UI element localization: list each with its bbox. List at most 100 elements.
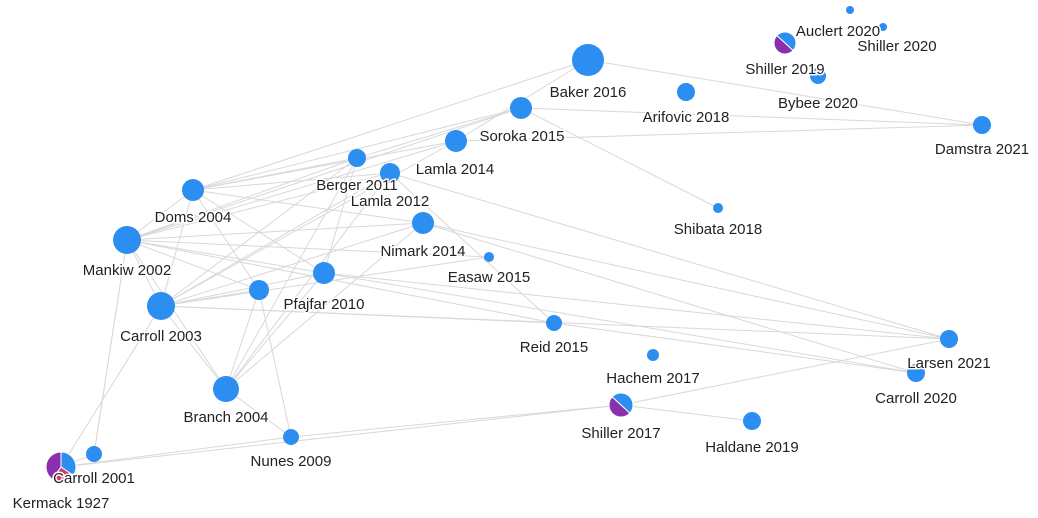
edge [126, 157, 358, 241]
edge [520, 107, 983, 126]
node-label: Shibata 2018 [674, 221, 762, 238]
node-slice [776, 31, 797, 52]
edge [225, 157, 358, 390]
edge [126, 107, 522, 241]
edge [225, 289, 260, 390]
node-slice [608, 396, 631, 418]
node[interactable] [879, 23, 887, 31]
node-label: Auclert 2020 [796, 23, 880, 40]
edge [258, 289, 292, 438]
node[interactable] [940, 330, 958, 348]
edge [60, 436, 292, 468]
edge [60, 305, 162, 468]
edge [356, 107, 522, 159]
node[interactable] [973, 116, 991, 134]
edge [126, 239, 490, 258]
edge [455, 124, 983, 142]
node-label: Berger 2011 [316, 177, 397, 194]
node[interactable] [249, 280, 269, 300]
node[interactable] [147, 292, 175, 320]
node-label: Damstra 2021 [935, 141, 1029, 158]
edge [520, 107, 719, 209]
nodes [45, 6, 991, 483]
node-label: Branch 2004 [183, 409, 268, 426]
node[interactable] [445, 130, 467, 152]
edge [389, 172, 555, 324]
node-label: Bybee 2020 [778, 95, 858, 112]
node[interactable] [86, 446, 102, 462]
node[interactable] [313, 262, 335, 284]
edge [553, 322, 917, 374]
node-label: Baker 2016 [550, 84, 627, 101]
node-slice [60, 451, 77, 477]
edge [225, 172, 391, 390]
node[interactable] [283, 429, 299, 445]
node[interactable] [380, 163, 400, 183]
edge [323, 157, 358, 274]
edge [160, 289, 260, 307]
edge [422, 222, 917, 374]
edge [290, 404, 622, 438]
node[interactable] [546, 315, 562, 331]
node-label: Easaw 2015 [448, 269, 531, 286]
node[interactable] [846, 6, 854, 14]
node-label: Nunes 2009 [251, 453, 332, 470]
node[interactable] [713, 203, 723, 213]
node[interactable] [743, 412, 761, 430]
node-label: Pfajfar 2010 [284, 296, 365, 313]
edge [126, 239, 555, 324]
node[interactable] [572, 44, 604, 76]
edge [225, 222, 424, 390]
edge [225, 388, 292, 438]
edge [323, 272, 950, 340]
node[interactable] [113, 226, 141, 254]
edges [60, 59, 983, 468]
edge [192, 189, 260, 291]
edge [192, 189, 424, 224]
edge [389, 172, 950, 340]
node[interactable] [412, 212, 434, 234]
node-slice [773, 34, 794, 55]
edge [93, 239, 128, 455]
edge [160, 222, 424, 307]
node-label: Mankiw 2002 [83, 262, 171, 279]
edge [587, 59, 983, 126]
node[interactable] [810, 68, 826, 84]
edge [126, 222, 424, 241]
edge [60, 404, 622, 468]
edge [126, 239, 260, 291]
node-label: Shiller 2020 [857, 38, 936, 55]
edge [126, 239, 227, 390]
node[interactable] [677, 83, 695, 101]
node-label: Hachem 2017 [606, 370, 699, 387]
node-label: Shiller 2017 [581, 425, 660, 442]
node[interactable] [647, 349, 659, 361]
node[interactable] [348, 149, 366, 167]
node-label: Larsen 2021 [907, 355, 990, 372]
node[interactable] [510, 97, 532, 119]
node-label: Kermack 1927 [13, 495, 110, 512]
node[interactable] [484, 252, 494, 262]
edge [160, 305, 227, 390]
node-label: Carroll 2001 [53, 470, 135, 487]
edge [422, 222, 950, 340]
node-label: Nimark 2014 [380, 243, 465, 260]
edge [126, 172, 391, 241]
node-label: Carroll 2003 [120, 328, 202, 345]
node[interactable] [182, 179, 204, 201]
edge [323, 272, 917, 374]
edge [620, 338, 950, 406]
edge [160, 189, 194, 307]
edge [126, 239, 325, 274]
edge [620, 404, 753, 422]
node[interactable] [907, 364, 925, 382]
node[interactable] [213, 376, 239, 402]
node-label: Shiller 2019 [745, 61, 824, 78]
edge [192, 172, 391, 191]
node-label: Carroll 2020 [875, 390, 957, 407]
node-label: Doms 2004 [155, 209, 232, 226]
node-label: Reid 2015 [520, 339, 588, 356]
edge [160, 272, 325, 307]
